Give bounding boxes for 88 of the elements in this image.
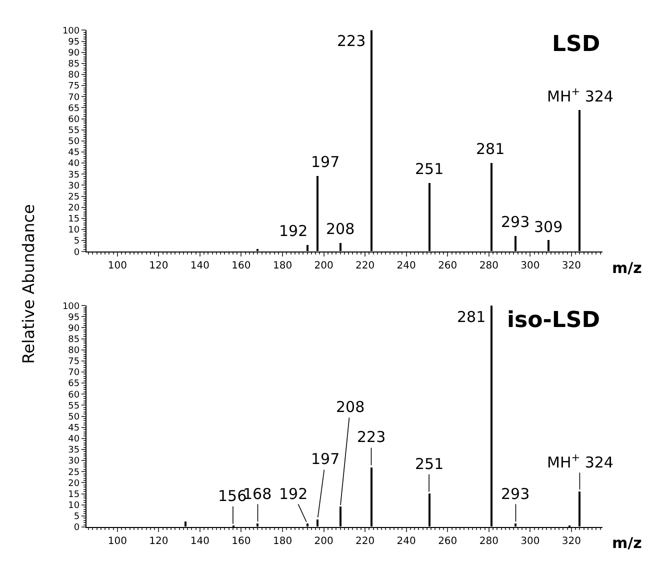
y-tick-label: 55 xyxy=(68,126,80,136)
x-tick-label: 160 xyxy=(232,260,251,272)
x-tick-label: 260 xyxy=(438,536,458,547)
y-tick-label: 95 xyxy=(68,312,80,323)
y-tick-label: 0 xyxy=(74,248,80,258)
x-tick-label: 240 xyxy=(396,536,416,547)
y-tick-label: 80 xyxy=(68,346,80,356)
x-axis-title: m/z xyxy=(612,534,642,552)
y-tick-label: 30 xyxy=(68,181,80,192)
annotation: 293 xyxy=(501,213,530,231)
y-tick-label: 65 xyxy=(68,104,80,114)
x-tick-label: 220 xyxy=(356,536,375,547)
y-tick-label: 80 xyxy=(68,70,80,81)
chart-title: iso-LSD xyxy=(507,308,600,333)
y-tick-label: 90 xyxy=(68,324,80,334)
x-tick-label: 260 xyxy=(438,260,458,272)
y-tick-label: 35 xyxy=(68,170,80,180)
y-tick-label: 40 xyxy=(68,159,80,170)
annotation: 192 xyxy=(279,222,308,240)
x-axis-title: m/z xyxy=(612,259,642,277)
y-tick-label: 95 xyxy=(68,37,80,48)
y-tick-label: 85 xyxy=(68,60,80,70)
y-tick-label: 35 xyxy=(68,446,80,456)
x-tick-label: 320 xyxy=(562,536,581,547)
x-tick-label: 160 xyxy=(232,536,251,547)
y-tick-label: 20 xyxy=(68,203,80,214)
annotation: 223 xyxy=(337,32,366,50)
x-tick-label: 100 xyxy=(108,536,127,547)
x-tick-label: 280 xyxy=(479,536,498,547)
annotation: 293 xyxy=(501,485,530,503)
y-tick-label: 5 xyxy=(74,512,80,522)
x-tick-label: 180 xyxy=(272,260,292,272)
x-tick-label: 320 xyxy=(562,260,581,272)
annotation: 309 xyxy=(534,218,563,236)
annotation: 281 xyxy=(457,308,486,326)
x-tick-label: 180 xyxy=(272,536,292,547)
annotation: 197 xyxy=(311,450,340,468)
y-axis-title: Relative Abundance xyxy=(18,204,38,364)
y-tick-label: 45 xyxy=(68,148,80,158)
annotation: MH$^{+}$ 324 xyxy=(547,452,614,472)
y-tick-label: 15 xyxy=(68,490,80,500)
x-tick-label: 300 xyxy=(520,536,540,547)
x-tick-label: 200 xyxy=(314,536,334,547)
x-tick-label: 280 xyxy=(479,260,498,272)
annotation: 192 xyxy=(279,485,308,503)
annotation: 208 xyxy=(336,398,365,416)
annotation: 197 xyxy=(311,153,340,171)
annotation: 251 xyxy=(415,455,444,473)
y-tick-label: 10 xyxy=(68,226,80,236)
y-tick-label: 55 xyxy=(68,401,80,412)
x-tick-label: 140 xyxy=(190,260,210,272)
x-tick-label: 300 xyxy=(520,260,540,272)
y-tick-label: 85 xyxy=(68,334,80,345)
y-tick-label: 20 xyxy=(68,478,80,489)
y-tick-label: 0 xyxy=(74,523,80,534)
y-tick-label: 10 xyxy=(68,501,80,512)
annotation: 281 xyxy=(476,140,505,158)
x-tick-label: 220 xyxy=(356,260,375,272)
y-tick-label: 100 xyxy=(62,26,80,36)
annotation: 251 xyxy=(415,160,444,178)
x-tick-label: 120 xyxy=(149,260,168,272)
y-tick-label: 40 xyxy=(68,434,80,445)
y-tick-label: 70 xyxy=(68,368,80,378)
y-tick-label: 75 xyxy=(68,82,80,92)
y-tick-label: 15 xyxy=(68,214,80,225)
annotation: 223 xyxy=(357,428,386,446)
annotation: 208 xyxy=(326,220,355,238)
y-tick-label: 90 xyxy=(68,48,80,58)
y-tick-label: 25 xyxy=(68,468,80,478)
y-tick-label: 60 xyxy=(68,390,80,400)
y-tick-label: 25 xyxy=(68,192,80,202)
x-tick-label: 120 xyxy=(149,536,168,547)
y-tick-label: 65 xyxy=(68,379,80,390)
x-tick-label: 200 xyxy=(314,260,334,272)
y-tick-label: 70 xyxy=(68,92,80,103)
chart-title: LSD xyxy=(552,32,600,57)
x-tick-label: 140 xyxy=(190,536,210,547)
y-tick-label: 45 xyxy=(68,424,80,434)
annotation: MH$^{+}$ 324 xyxy=(547,86,614,106)
y-tick-label: 100 xyxy=(62,302,80,312)
y-tick-label: 60 xyxy=(68,114,80,125)
y-tick-label: 75 xyxy=(68,357,80,368)
x-tick-label: 100 xyxy=(108,260,127,272)
y-tick-label: 50 xyxy=(68,137,80,148)
x-tick-label: 240 xyxy=(396,260,416,272)
y-tick-label: 50 xyxy=(68,412,80,422)
y-tick-label: 5 xyxy=(74,236,80,247)
y-tick-label: 30 xyxy=(68,456,80,467)
